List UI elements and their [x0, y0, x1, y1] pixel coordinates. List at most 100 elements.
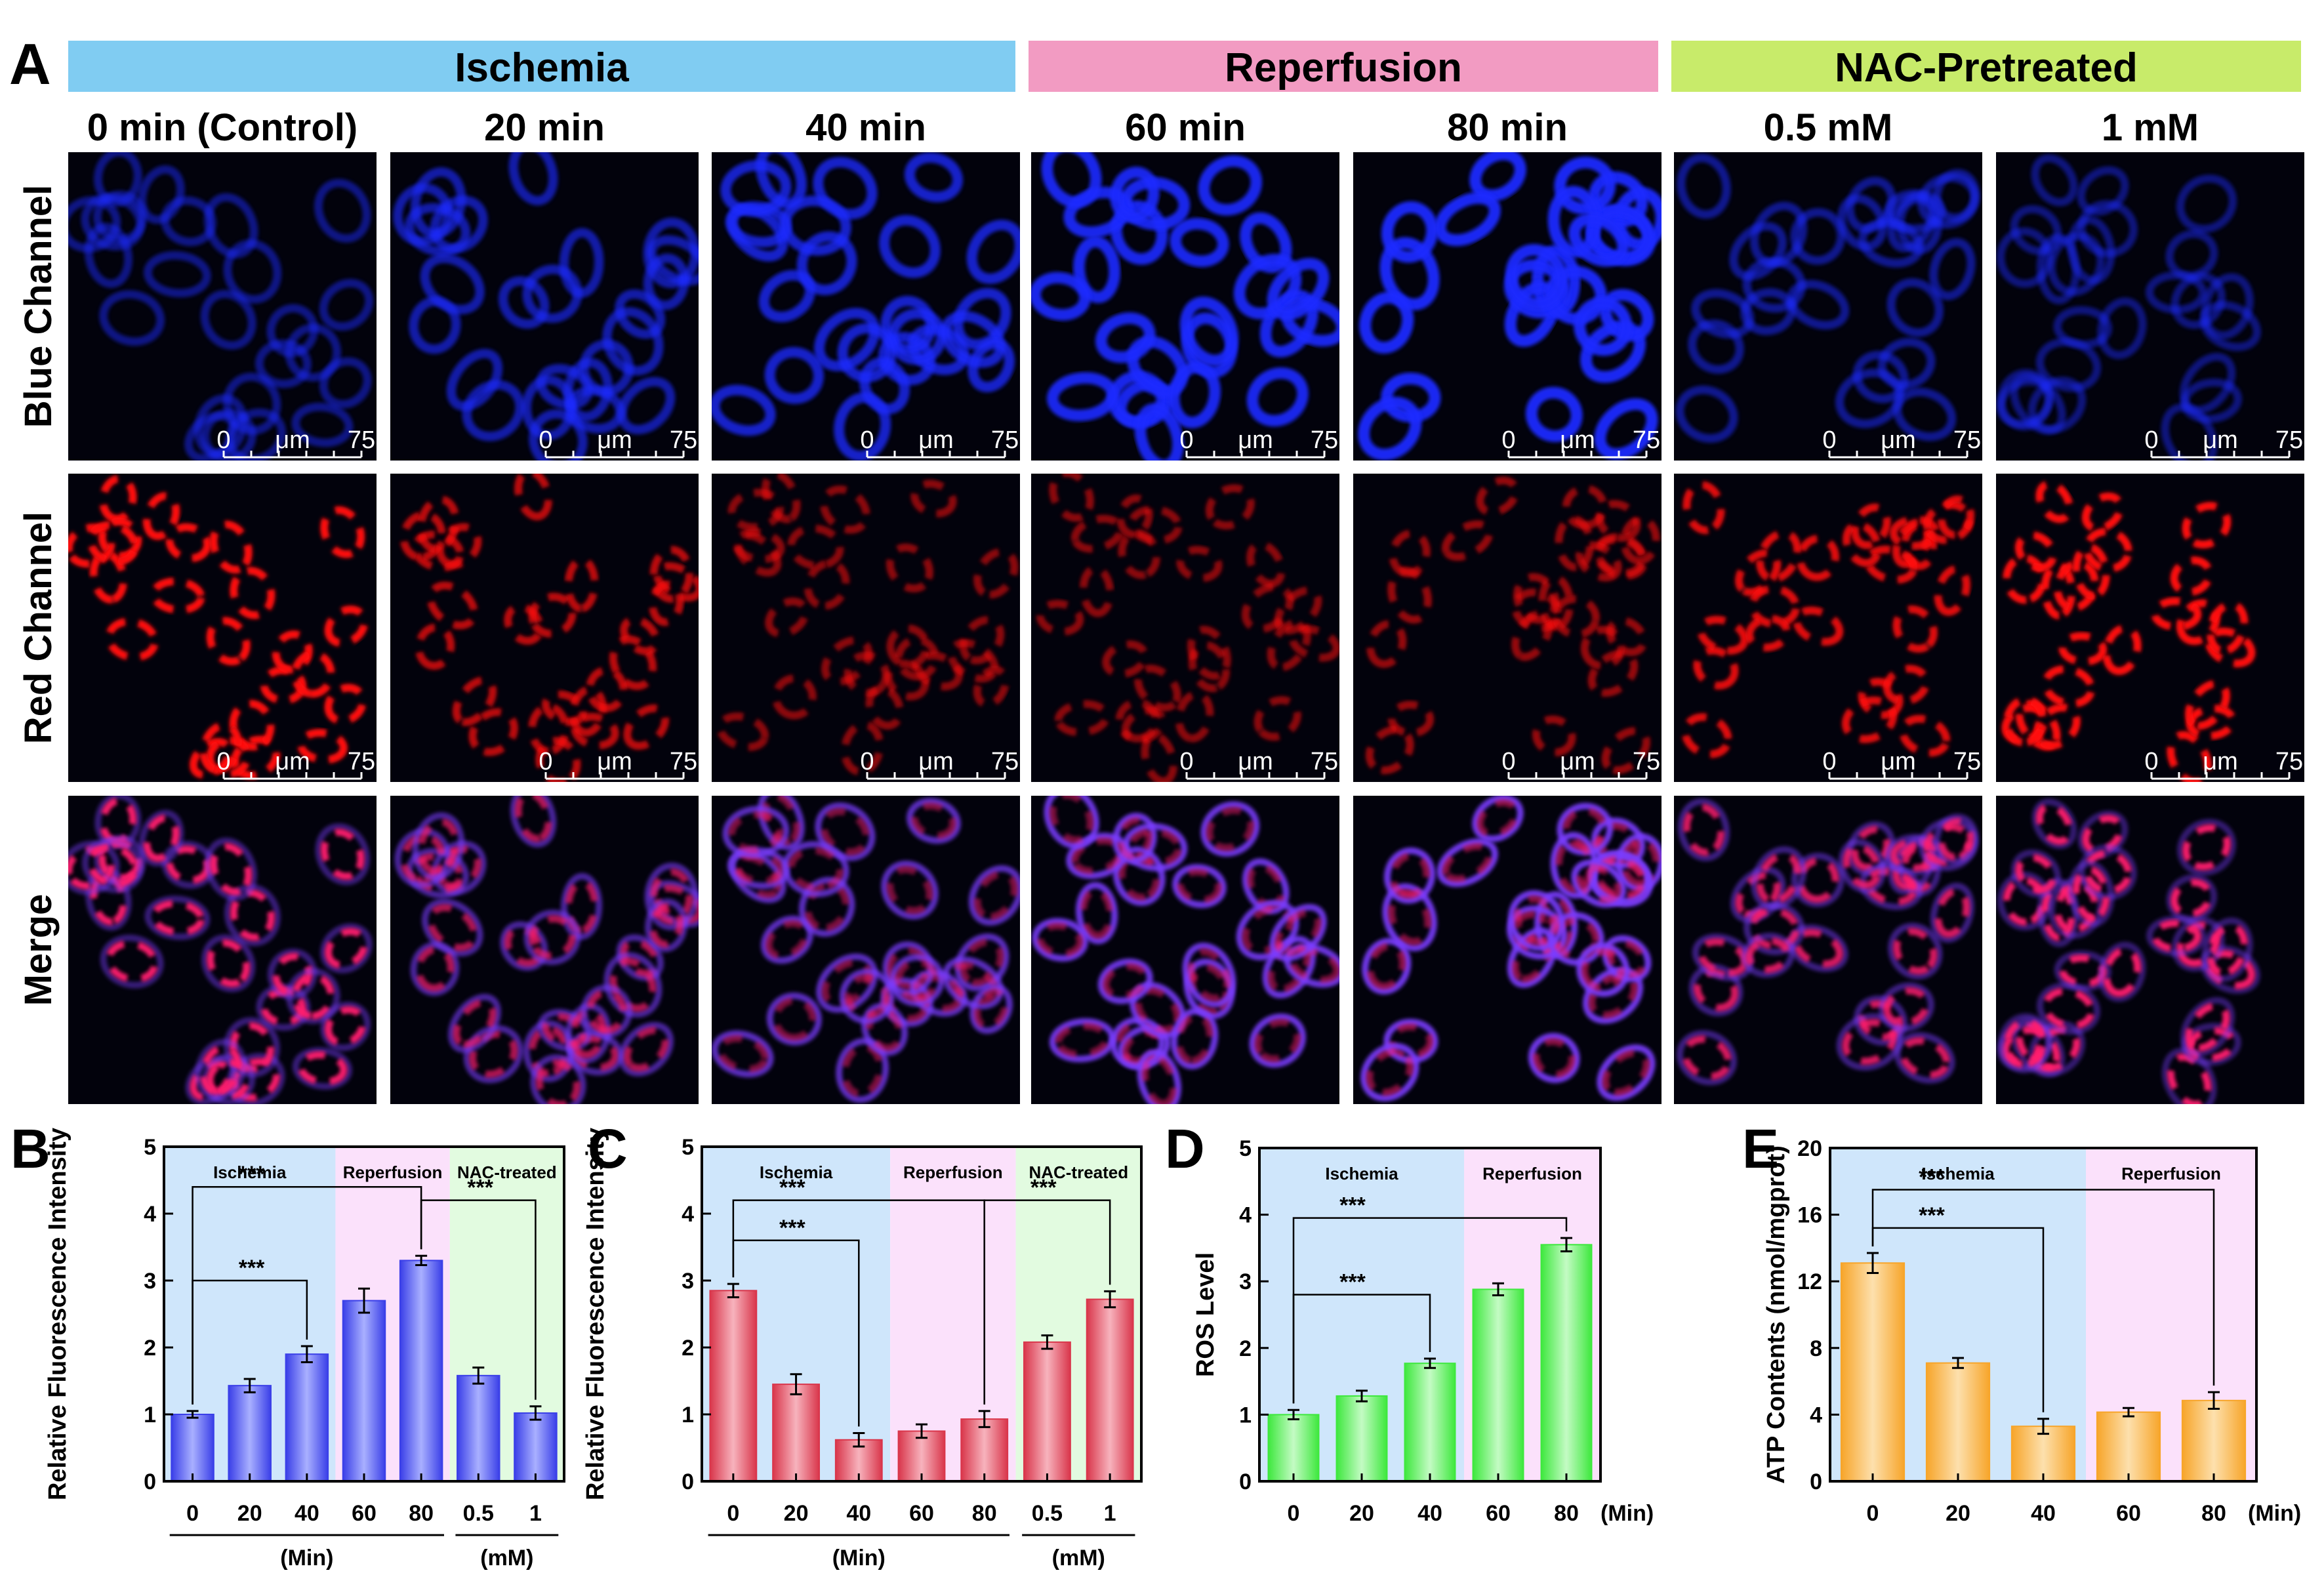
- cell-blue: [1997, 369, 2053, 431]
- cell-merge-blue: [1382, 883, 1437, 952]
- y-tick-label: 0: [682, 1469, 694, 1494]
- cell-red: [514, 474, 552, 521]
- cell-merge-blue: [144, 895, 211, 940]
- bar: [1840, 1262, 1906, 1482]
- cell-red: [620, 615, 661, 655]
- scale-bar-end: 75: [1953, 748, 1981, 775]
- cell-merge-blue: [224, 1017, 280, 1078]
- cells: [393, 152, 699, 461]
- y-tick-label: 2: [682, 1336, 694, 1361]
- micrograph: 0 μm 75: [1996, 152, 2304, 461]
- scale-bar-end: 75: [1311, 426, 1338, 454]
- cell-merge-blue: [906, 798, 961, 844]
- cell-red: [542, 690, 588, 726]
- cell-red: [2184, 680, 2231, 730]
- cell-merge-red: [973, 988, 1009, 1030]
- cell-blue: [1749, 201, 1808, 268]
- cell-merge-red: [528, 915, 577, 960]
- cells: [1031, 152, 1339, 461]
- cell-red: [415, 623, 455, 670]
- cell-merge-blue: [881, 860, 939, 920]
- cell-blue: [1688, 319, 1744, 374]
- scale-bar: 0 μm 75: [1179, 748, 1338, 780]
- scale-bar-start: 0: [216, 426, 230, 454]
- cell-merge-blue: [1507, 890, 1565, 951]
- cell-red: [324, 605, 369, 647]
- y-tick-label: 2: [1239, 1336, 1252, 1361]
- scale-bar: 0 μm 75: [539, 426, 697, 459]
- cell-red: [1892, 518, 1932, 568]
- cell-merge-blue: [410, 941, 460, 996]
- x-tick-label: 0.5: [463, 1501, 494, 1526]
- cell-merge-red: [804, 882, 849, 932]
- cell-merge-red: [1532, 1038, 1576, 1078]
- cell-blue: [764, 346, 824, 404]
- panel-letter: B: [10, 1118, 51, 1180]
- cell-merge-blue: [510, 796, 557, 848]
- scale-bar-start: 0: [539, 426, 552, 454]
- row-title: Merge: [17, 894, 60, 1006]
- cell-merge-blue: [1044, 796, 1099, 850]
- cell-red: [150, 577, 205, 614]
- cell-blue: [1041, 152, 1102, 209]
- cell-merge-blue: [138, 810, 184, 867]
- cell-merge-blue: [2176, 819, 2236, 876]
- significance-bracket: [1871, 1189, 2215, 1386]
- cell-merge-red: [886, 865, 933, 914]
- cell-blue: [1525, 386, 1583, 442]
- cell-merge-red: [960, 938, 1004, 987]
- cell-blue: [1893, 387, 1957, 441]
- cell-red: [1923, 501, 1974, 544]
- cell-merge-blue: [1576, 943, 1630, 997]
- cell-blue: [720, 160, 792, 217]
- cell-red: [2041, 561, 2076, 620]
- cell-blue: [1929, 237, 1976, 300]
- cell-merge-blue: [267, 948, 317, 1000]
- cell-red: [2014, 531, 2057, 572]
- scale-bar: 0 μm 75: [2144, 426, 2303, 459]
- cell-red: [648, 580, 684, 626]
- x-tick-label: 80: [409, 1501, 434, 1526]
- cell-merge-red: [1693, 969, 1739, 1012]
- micrograph: [712, 796, 1020, 1104]
- cell-red: [528, 703, 570, 756]
- cell-blue: [1505, 243, 1568, 310]
- cell-red: [1128, 505, 1183, 545]
- cell-merge-red: [87, 843, 138, 888]
- row-title: Blue Channel: [17, 185, 60, 428]
- cell-merge-red: [2041, 884, 2075, 941]
- cell-red: [1734, 549, 1782, 596]
- cell-merge-blue: [1097, 958, 1153, 1004]
- cell-red: [1934, 565, 1971, 616]
- cell-merge-red: [2102, 947, 2142, 997]
- cell-red: [87, 521, 139, 566]
- cell-blue: [1858, 218, 1924, 268]
- y-tick-label: 0: [1810, 1469, 1822, 1494]
- cell-merge-red: [765, 920, 809, 960]
- cell-blue: [904, 152, 963, 203]
- cell-red: [821, 636, 873, 686]
- cell-blue: [138, 165, 185, 224]
- cell-blue: [1240, 212, 1292, 274]
- cell-merge-red: [514, 796, 552, 842]
- cell-blue: [194, 394, 248, 459]
- cell-merge-red: [230, 1022, 275, 1073]
- cell-blue: [1790, 208, 1846, 265]
- cell-merge-blue: [1741, 932, 1795, 978]
- cell-merge-blue: [1751, 846, 1806, 911]
- cell-merge-blue: [1859, 863, 1923, 911]
- cell-red: [1841, 696, 1898, 743]
- y-tick-label: 0: [1239, 1469, 1252, 1494]
- cell-red: [910, 480, 957, 518]
- cell-merge-red: [1843, 843, 1882, 889]
- cell-blue: [1740, 288, 1796, 335]
- cell-merge-blue: [201, 934, 256, 993]
- cell-red: [1188, 641, 1231, 693]
- bar: [1335, 1395, 1388, 1482]
- bar: [171, 1414, 214, 1482]
- cell-merge-red: [2185, 1002, 2230, 1052]
- significance-marker: ***: [1030, 1176, 1057, 1201]
- cells: [1358, 152, 1661, 461]
- cell-merge-red: [1476, 798, 1520, 838]
- scale-bar-start: 0: [1501, 426, 1515, 454]
